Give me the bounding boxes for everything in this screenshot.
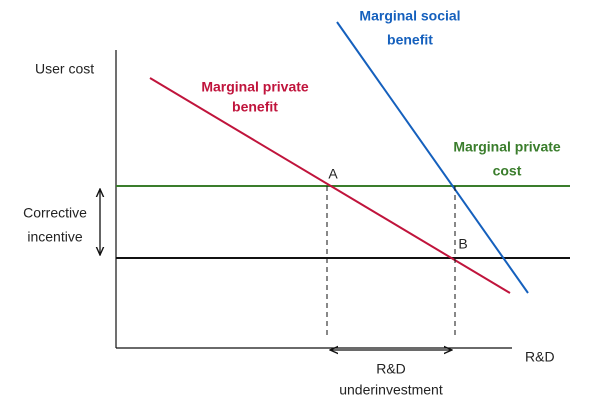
annotation: underinvestment — [339, 382, 443, 398]
y-axis-label: User cost — [35, 61, 94, 77]
x-axis-label: R&D — [525, 349, 555, 365]
private-benefit-line — [149, 77, 511, 294]
curve-label: benefit — [387, 32, 433, 48]
curve-label: benefit — [232, 99, 278, 115]
curve-label: Marginal private — [453, 139, 561, 155]
curve-label: cost — [493, 163, 522, 179]
point-label: A — [328, 166, 338, 182]
annotation: Corrective — [23, 205, 87, 221]
curve-label: Marginal private — [201, 79, 309, 95]
annotation: R&D — [376, 361, 406, 377]
point-label: B — [458, 236, 467, 252]
annotation: incentive — [27, 229, 82, 245]
social-benefit-line — [336, 21, 529, 294]
curve-label: Marginal social — [359, 8, 460, 24]
